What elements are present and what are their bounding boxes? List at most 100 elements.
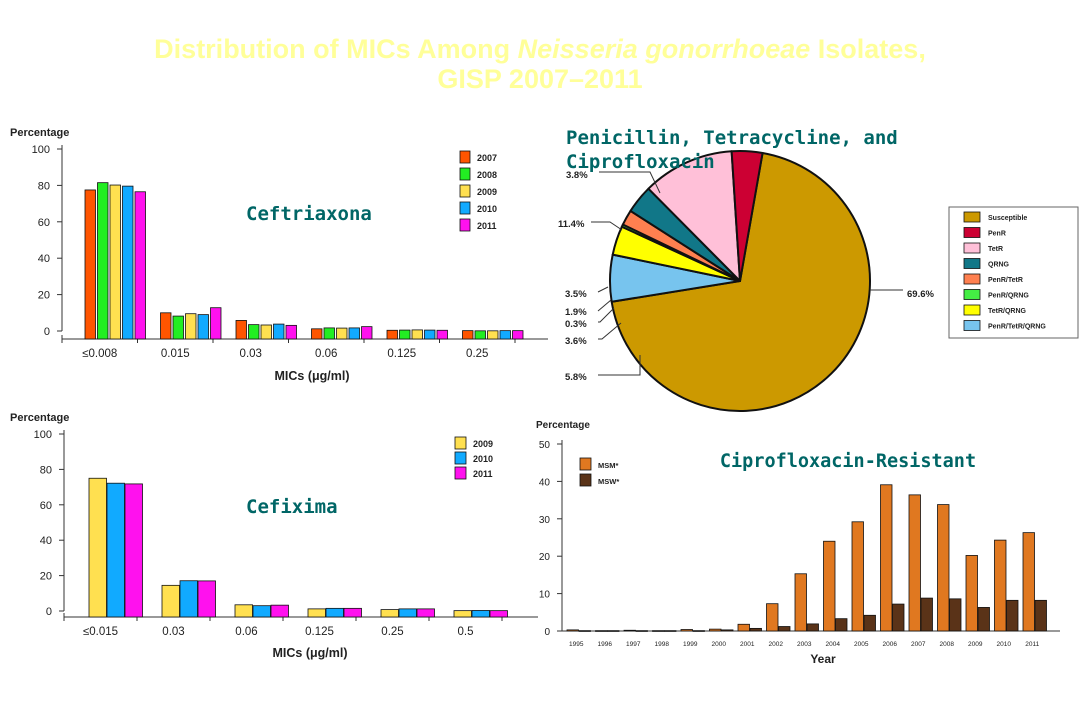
pie-legend-swatch-penr: [963, 227, 981, 238]
cefixime-y-tick-label: 20: [40, 571, 52, 583]
cefixime-bar-2009-0: [88, 477, 107, 618]
ceftriaxone-bar-2009-0: [109, 184, 121, 340]
pie-label-tetr-qrng: 3.6%: [565, 336, 587, 347]
cipro-resistant-bar-MSM-3: [652, 630, 665, 632]
cipro-resistant-bar-MSM-8: [794, 573, 807, 632]
ceftriaxone-bar-2009-1: [185, 313, 197, 340]
cefixime-bar-2009-2: [234, 604, 253, 618]
pie-legend-swatch-tetr-qrng: [963, 304, 981, 316]
cipro-resistant-x-category-label: 2006: [883, 641, 898, 648]
pie-leader-tetr-qrng: [598, 322, 622, 340]
cipro-resistant-x-category-label: 2000: [712, 641, 727, 648]
cipro-resistant-y-tick-label: 40: [539, 477, 551, 488]
ceftriaxone-y-tick-label: 60: [38, 217, 50, 229]
pie-label-tetr: 11.4%: [558, 219, 585, 230]
cipro-resistant-x-category-label: 2003: [797, 641, 812, 648]
pie-leader-penr-qrng: [598, 307, 615, 323]
cefixime-bar-2010-0: [106, 482, 125, 618]
cipro-resistant-bar-MSW-4: [692, 630, 705, 632]
cipro-resistant-bar-MSM-12: [908, 494, 921, 632]
pie-legend-label: PenR: [988, 231, 1006, 238]
cipro-resistant-bar-MSM-1: [595, 630, 608, 632]
pie-legend-label: PenR/TetR: [988, 277, 1023, 284]
ceftriaxone-legend-swatch-2010: [459, 201, 471, 215]
cipro-resistant-bar-MSW-3: [664, 630, 677, 632]
cefixime-bar-2010-3: [325, 607, 344, 618]
cipro-resistant-y-axis-title: Percentage: [536, 420, 590, 431]
cipro-resistant-x-category-label: 2004: [826, 641, 841, 648]
pie-legend-label: TetR/QRNG: [988, 308, 1027, 315]
cefixime-legend-label: 2009: [473, 439, 493, 449]
cefixime-legend-label: 2011: [473, 469, 493, 479]
cefixime-bar-2010-4: [398, 608, 417, 618]
cipro-resistant-bar-MSM-2: [623, 629, 636, 632]
ceftriaxone-x-category-label: 0.015: [161, 348, 190, 360]
pie-legend-swatch-qrng: [963, 258, 981, 269]
ceftriaxone-bar-2009-2: [260, 324, 272, 340]
cipro-resistant-x-axis-title: Year: [810, 652, 836, 666]
pie-slice-penr: [730, 150, 764, 282]
ceftriaxone-legend-swatch-2009: [459, 184, 471, 198]
cefixime-bar-2010-5: [471, 610, 490, 618]
cefixime-y-tick-label: 0: [46, 606, 52, 618]
ceftriaxone-x-category-label: 0.125: [387, 348, 416, 360]
cefixime-bar-2011-0: [124, 483, 143, 618]
pie-slice-susceptible: [610, 151, 871, 412]
ceftriaxone-bar-2008-5: [474, 330, 486, 340]
cipro-resistant-y-tick-label: 50: [539, 440, 551, 451]
cefixime-y-axis-title: Percentage: [10, 412, 69, 424]
page-title-line2: GISP 2007–2011: [437, 64, 643, 94]
cipro-resistant-bar-MSM-11: [880, 484, 893, 632]
title-part2: Isolates,: [810, 34, 926, 64]
ceftriaxone-bar-2010-5: [499, 330, 511, 340]
cipro-resistant-bar-MSM-4: [680, 629, 693, 632]
cipro-resistant-bar-MSW-9: [835, 618, 848, 632]
cipro-resistant-bar-MSM-0: [566, 629, 579, 632]
ceftriaxone-legend-label: 2007: [477, 153, 497, 163]
ceftriaxone-bar-2010-0: [122, 185, 134, 340]
cipro-resistant-bar-MSW-14: [977, 607, 990, 632]
ceftriaxone-bar-2009-5: [487, 330, 499, 340]
cipro-resistant-bar-MSM-7: [766, 603, 779, 632]
ceftriaxone-bar-2009-4: [411, 329, 423, 340]
ceftriaxone-bar-2007-1: [160, 312, 172, 340]
pie-chart-title: Penicillin, Tetracycline, and Ciprofloxa…: [566, 127, 898, 173]
ceftriaxone-bar-2011-0: [134, 191, 146, 340]
ceftriaxone-bar-2011-5: [512, 330, 524, 340]
cipro-resistant-bar-MSM-14: [965, 555, 978, 632]
pie-leader-qrng: [597, 286, 609, 293]
cefixime-bar-2009-4: [380, 609, 399, 618]
pie-legend-swatch-susceptible: [963, 211, 981, 223]
cefixime-bar-2009-5: [453, 610, 472, 618]
cipro-resistant-bar-MSW-11: [892, 603, 905, 632]
pie-label-qrng: 3.5%: [565, 289, 587, 300]
cipro-resistant-legend-label: MSW*: [598, 477, 619, 486]
pie-slice-tetr: [647, 150, 741, 282]
cefixime-x-category-label: 0.125: [305, 626, 334, 638]
ceftriaxone-bar-2007-3: [311, 328, 323, 340]
cipro-resistant-bar-MSM-6: [737, 623, 750, 632]
pie-leader-tetr: [591, 221, 623, 231]
ceftriaxone-y-tick-label: 80: [38, 180, 50, 192]
cipro-resistant-bar-MSM-15: [994, 539, 1007, 632]
cefixime-bar-2011-1: [197, 580, 216, 618]
pie-leader-penr: [599, 171, 661, 194]
ceftriaxone-bar-2010-4: [424, 329, 436, 340]
title-part1: Distribution of MICs Among: [154, 34, 518, 64]
pie-label-penr-tetr-qrng: 5.8%: [565, 372, 587, 383]
pie-legend-swatch-penr-qrng: [963, 289, 981, 300]
ceftriaxone-bar-2011-2: [285, 324, 297, 340]
ceftriaxone-y-axis-title: Percentage: [10, 127, 69, 139]
cipro-resistant-x-category-label: 2001: [740, 641, 755, 648]
ceftriaxone-legend-swatch-2007: [459, 150, 471, 164]
cipro-resistant-x-category-label: 1996: [598, 641, 613, 648]
ceftriaxone-y-tick-label: 0: [44, 326, 50, 338]
cipro-resistant-bar-MSW-0: [578, 630, 591, 632]
cefixime-bar-2011-3: [343, 607, 362, 618]
pie-legend-label: PenR/TetR/QRNG: [988, 324, 1046, 331]
cefixime-bar-2009-1: [161, 584, 180, 618]
pie-label-penr-qrng: 0.3%: [565, 319, 587, 330]
cipro-resistant-bar-MSW-1: [607, 630, 620, 632]
ceftriaxone-bar-2008-1: [172, 315, 184, 340]
